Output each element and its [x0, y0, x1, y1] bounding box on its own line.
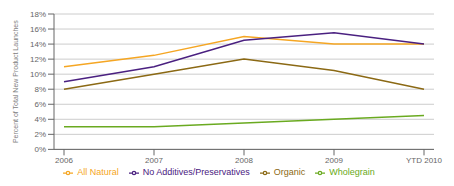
svg-text:14%: 14%: [30, 40, 46, 49]
svg-text:6%: 6%: [34, 100, 46, 109]
svg-text:12%: 12%: [30, 55, 46, 64]
html-text:No Additives/Preservatives: No Additives/Preservatives: [142, 167, 250, 178]
svg-text:4%: 4%: [34, 115, 46, 124]
html-text:Organic: Organic: [273, 167, 306, 178]
svg-text:18%: 18%: [30, 10, 46, 19]
svg-text:10%: 10%: [30, 70, 46, 79]
html-text:All Natural: All Natural: [77, 167, 119, 178]
svg-text:2007: 2007: [145, 156, 163, 165]
svg-text:Percent of Total New Product L: Percent of Total New Product Launches: [12, 20, 19, 143]
svg-text:0%: 0%: [34, 145, 46, 154]
svg-text:YTD 2010: YTD 2010: [406, 156, 443, 165]
svg-text:2008: 2008: [235, 156, 253, 165]
html-text:Wholegrain: Wholegrain: [329, 167, 375, 178]
svg-text:2009: 2009: [325, 156, 343, 165]
svg-text:16%: 16%: [30, 25, 46, 34]
svg-text:8%: 8%: [34, 85, 46, 94]
svg-text:2%: 2%: [34, 130, 46, 139]
svg-text:2006: 2006: [55, 156, 73, 165]
